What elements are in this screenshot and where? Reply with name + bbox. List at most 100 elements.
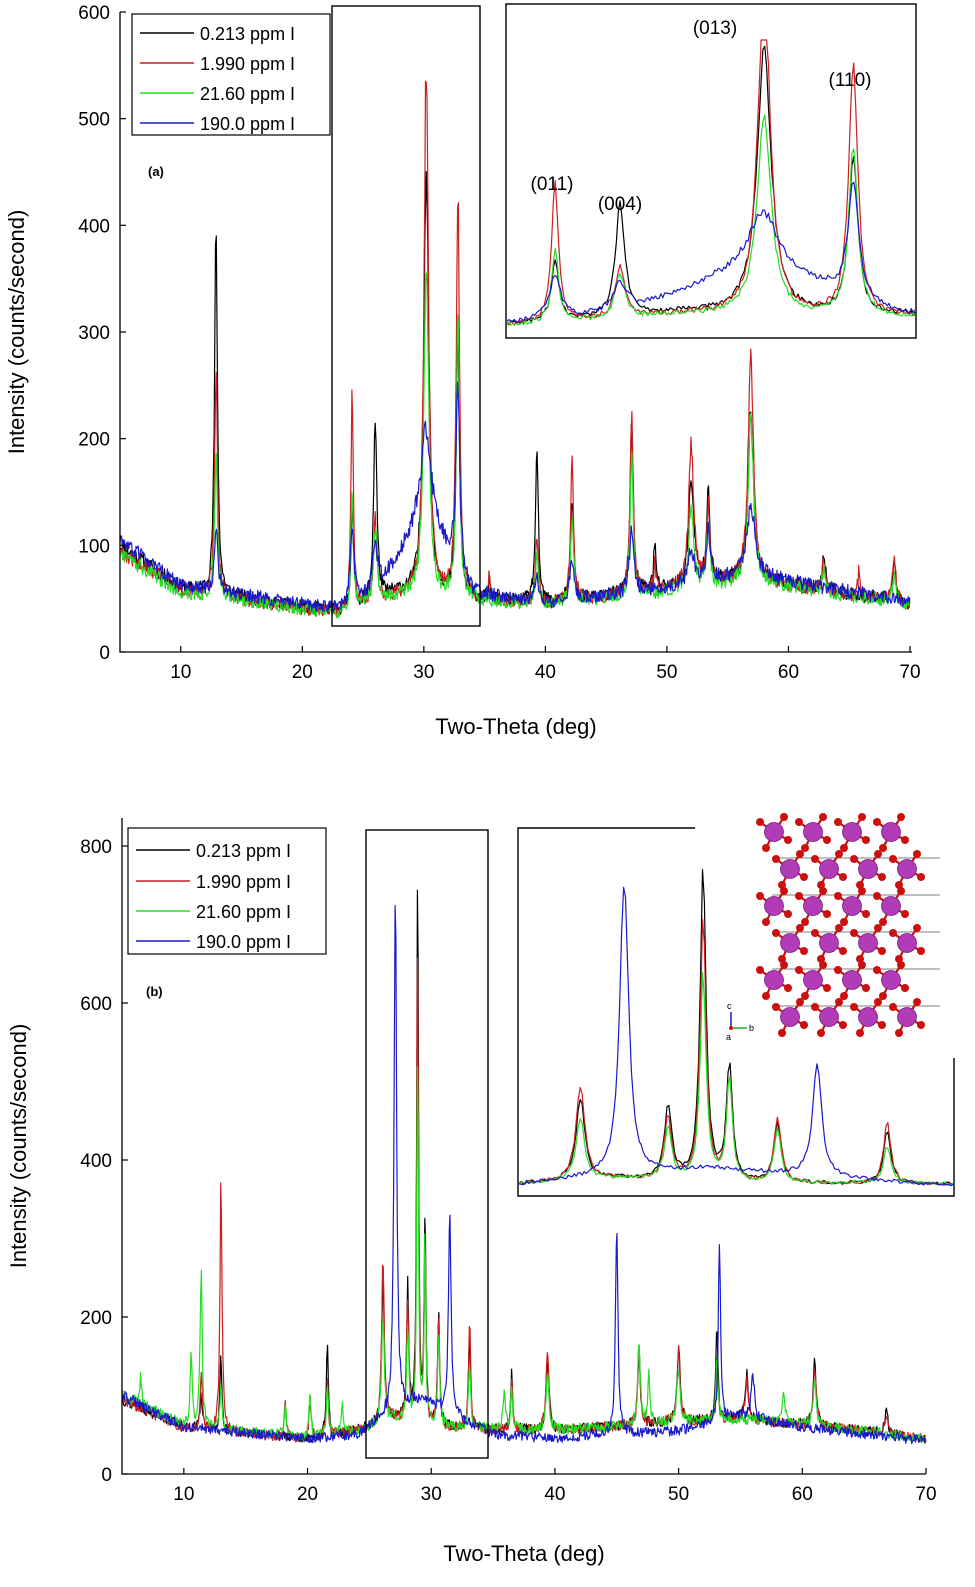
oxygen-atom: [913, 850, 921, 858]
oxygen-atom: [796, 850, 804, 858]
oxygen-atom: [874, 998, 882, 1006]
x-tick-label: 10: [173, 1484, 194, 1505]
x-tick-label: 70: [899, 662, 920, 683]
y-tick-label: 400: [78, 216, 110, 237]
iodine-atom: [842, 970, 862, 990]
oxygen-atom: [819, 961, 827, 969]
oxygen-atom: [795, 818, 803, 826]
oxygen-atom: [850, 855, 858, 863]
panel-b-chart: 10 20 30 40 50 60 70 0 200 400 600 800 Two-Theta (…: [6, 813, 955, 1566]
oxygen-atom: [889, 1003, 897, 1011]
oxygen-atom: [839, 947, 847, 955]
oxygen-atom: [823, 910, 831, 918]
oxygen-atom: [756, 818, 764, 826]
oxygen-atom: [895, 1029, 903, 1037]
iodine-atom: [780, 1007, 800, 1027]
oxygen-atom: [858, 961, 866, 969]
panel-a-zoom-box: [331, 5, 481, 627]
panel-b-inset-frame: [517, 827, 955, 1197]
peak-label-004: (004): [598, 194, 642, 215]
oxygen-atom: [839, 873, 847, 881]
inset-series-line-0-213-ppm-i: [518, 869, 954, 1186]
oxygen-atom: [772, 1003, 780, 1011]
oxygen-atom: [778, 1029, 786, 1037]
x-tick-label: 30: [421, 1484, 442, 1505]
panel-a-x-ticks: 10 20 30 40 50 60 70: [170, 646, 921, 683]
oxygen-atom: [823, 984, 831, 992]
oxygen-atom: [780, 813, 788, 821]
oxygen-atom: [897, 813, 905, 821]
panel-a-inset-frame: [505, 3, 917, 339]
y-tick-label: 800: [80, 837, 112, 858]
iodine-atom: [881, 970, 901, 990]
panel-b-inset-background: [518, 828, 954, 1198]
oxygen-atom: [913, 998, 921, 1006]
legend-label-2160: 21.60 ppm I: [196, 902, 291, 922]
x-tick-label: 20: [297, 1484, 318, 1505]
series-line-190-0-ppm-i: [119, 381, 911, 613]
crystal-structure-image: [756, 813, 940, 1037]
oxygen-atom: [811, 929, 819, 937]
x-tick-label: 50: [668, 1484, 689, 1505]
legend-frame: [127, 827, 327, 955]
oxygen-atom: [800, 1021, 808, 1029]
iodine-atom: [858, 1007, 878, 1027]
panel-b-zoom-box: [365, 829, 489, 1459]
oxygen-atom: [901, 836, 909, 844]
oxygen-atom: [878, 947, 886, 955]
panel-a-inset-traces: [506, 39, 916, 326]
oxygen-atom: [873, 966, 881, 974]
oxygen-atom: [772, 929, 780, 937]
oxygen-atom: [901, 910, 909, 918]
legend-label-0213: 0.213 ppm I: [196, 841, 291, 861]
inset-series-line-190-0-ppm-i: [506, 181, 916, 323]
oxygen-atom: [784, 836, 792, 844]
panel-a-y-axis-title: Intensity (counts/second): [4, 210, 29, 455]
peak-label-013: (013): [693, 18, 737, 39]
x-tick-label: 60: [778, 662, 799, 683]
axis-c-label: c: [727, 1001, 732, 1011]
oxygen-atom: [834, 966, 842, 974]
panel-b-traces: [121, 889, 927, 1445]
oxygen-atom: [874, 924, 882, 932]
oxygen-atom: [856, 1029, 864, 1037]
panel-b-y-ticks: 0 200 400 600 800: [80, 837, 128, 1486]
oxygen-atom: [889, 929, 897, 937]
x-tick-label: 10: [170, 662, 191, 683]
y-tick-label: 0: [99, 643, 110, 664]
y-tick-label: 0: [101, 1465, 112, 1486]
oxygen-atom: [839, 1021, 847, 1029]
oxygen-atom: [840, 992, 848, 1000]
oxygen-atom: [840, 918, 848, 926]
panel-b-x-axis-title: Two-Theta (deg): [443, 1541, 604, 1566]
iodine-atom: [764, 970, 784, 990]
x-tick-label: 20: [292, 662, 313, 683]
oxygen-atom: [796, 924, 804, 932]
panel-b-tag: (b): [146, 984, 163, 999]
y-tick-label: 400: [80, 1151, 112, 1172]
oxygen-atom: [811, 855, 819, 863]
oxygen-atom: [897, 887, 905, 895]
oxygen-atom: [762, 992, 770, 1000]
oxygen-atom: [873, 818, 881, 826]
oxygen-atom: [873, 892, 881, 900]
oxygen-atom: [780, 961, 788, 969]
iodine-atom: [819, 1007, 839, 1027]
y-tick-label: 600: [80, 994, 112, 1015]
panel-a-tag: (a): [148, 164, 164, 179]
oxygen-atom: [762, 918, 770, 926]
oxygen-atom: [858, 813, 866, 821]
inset-series-line-190-0-ppm-i: [518, 886, 954, 1187]
iodine-atom: [780, 933, 800, 953]
oxygen-atom: [879, 844, 887, 852]
oxygen-atom: [897, 961, 905, 969]
oxygen-atom: [795, 892, 803, 900]
oxygen-atom: [850, 929, 858, 937]
oxygen-atom: [874, 850, 882, 858]
oxygen-atom: [889, 855, 897, 863]
x-tick-label: 50: [656, 662, 677, 683]
legend-label-1900: 190.0 ppm I: [196, 932, 291, 952]
iodine-atom: [819, 859, 839, 879]
series-line-190-0-ppm-i: [121, 905, 927, 1445]
